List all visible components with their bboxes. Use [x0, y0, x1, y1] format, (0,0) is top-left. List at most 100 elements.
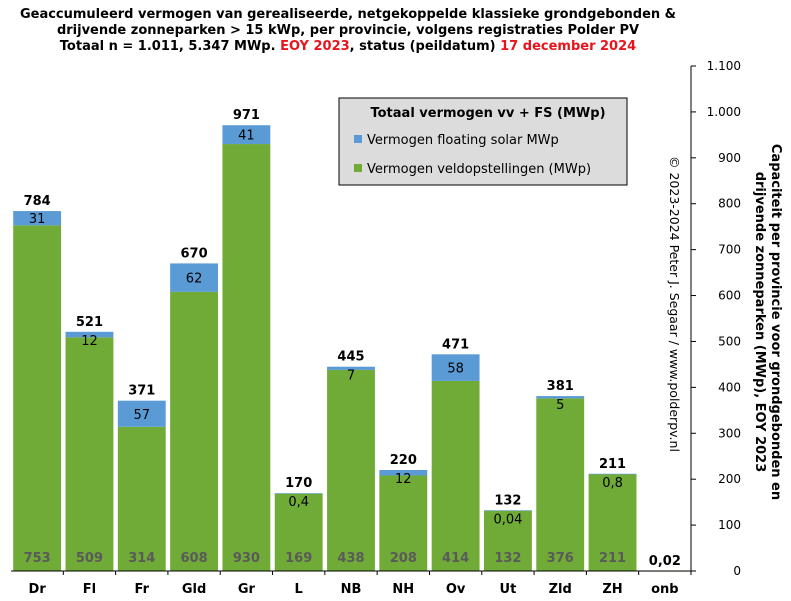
legend: Totaal vermogen vv + FS (MWp) Vermogen f… — [338, 97, 628, 186]
bar-floating-l — [274, 493, 323, 494]
bar-veld-fl — [65, 337, 114, 571]
x-tick-label-zh: ZH — [602, 582, 622, 597]
bar-floating-nh — [379, 470, 428, 476]
x-tick-label-gr: Gr — [238, 582, 256, 597]
label-floating-nb: 7 — [347, 369, 355, 384]
x-tick-label-zld: Zld — [549, 582, 572, 597]
label-veld-gr: 930 — [233, 551, 260, 566]
x-tick-label-fr: Fr — [135, 582, 150, 597]
x-tick-label-ov: Ov — [446, 582, 466, 597]
title-status: , status (peildatum) — [350, 39, 500, 54]
y-tick-label-300: 300 — [718, 426, 741, 440]
bar-veld-gld — [170, 291, 219, 571]
label-veld-zld: 376 — [547, 551, 574, 566]
x-tick-label-ut: Ut — [500, 582, 517, 597]
label-floating-gr: 41 — [238, 129, 255, 144]
x-tick-label-nh: NH — [392, 582, 414, 597]
labels-group: 7533178450912521314573716086267093041971… — [24, 108, 681, 569]
label-veld-ut: 132 — [494, 551, 521, 566]
title-date: 17 december 2024 — [500, 39, 636, 54]
label-floating-fl: 12 — [81, 334, 98, 349]
bar-floating-ut — [483, 510, 532, 511]
copyright-text: © 2023-2024 Peter J. Segaar / www.polder… — [667, 156, 682, 452]
legend-swatch-floating — [354, 135, 362, 143]
chart-title-line-2: drijvende zonneparken > 15 kWp, per prov… — [57, 23, 639, 38]
y-tick-label-500: 500 — [718, 334, 741, 348]
label-total-gld: 670 — [181, 246, 208, 261]
label-floating-ov: 58 — [447, 362, 464, 377]
bar-floating-ov — [431, 354, 480, 381]
bar-floating-zld — [536, 396, 585, 399]
bar-veld-gr — [222, 144, 271, 571]
label-veld-nh: 208 — [390, 551, 417, 566]
bar-veld-fr — [117, 426, 166, 571]
bar-veld-dr — [13, 225, 62, 571]
y-tick-label-400: 400 — [718, 380, 741, 394]
y-tick-label-1100: 1.100 — [707, 59, 741, 73]
label-total-nb: 445 — [337, 350, 364, 365]
label-veld-fl: 509 — [76, 551, 103, 566]
x-tick-label-nb: NB — [341, 582, 362, 597]
label-floating-nh: 12 — [395, 472, 412, 487]
bar-veld-ut — [483, 510, 532, 571]
chart-title-line-3: Totaal n = 1.011, 5.347 MWp. EOY 2023, s… — [60, 39, 636, 54]
x-tick-label-gld: Gld — [182, 582, 206, 597]
label-veld-l: 169 — [285, 551, 312, 566]
title-total: Totaal n = 1.011, 5.347 MWp. — [60, 39, 280, 54]
label-floating-ut: 0,04 — [493, 512, 522, 527]
bar-veld-zld — [536, 398, 585, 571]
label-floating-dr: 31 — [29, 212, 46, 227]
label-total-ov: 471 — [442, 337, 469, 352]
label-floating-fr: 57 — [133, 408, 150, 423]
label-total-dr: 784 — [24, 194, 51, 209]
legend-swatch-veld — [354, 164, 362, 172]
label-total-ut: 132 — [494, 493, 521, 508]
y-tick-label-600: 600 — [718, 289, 741, 303]
label-total-fr: 371 — [128, 384, 155, 399]
bar-veld-zh — [588, 474, 637, 571]
y-tick-label-200: 200 — [718, 472, 741, 486]
label-veld-gld: 608 — [181, 551, 208, 566]
bar-floating-gr — [222, 125, 271, 145]
y-axis-title-line-1: Capaciteit per provincie voor grondgebon… — [768, 144, 783, 500]
bar-floating-dr — [13, 211, 62, 226]
label-total-onb: 0,02 — [649, 554, 681, 569]
label-veld-fr: 314 — [128, 551, 155, 566]
title-eoy: EOY 2023 — [280, 39, 350, 54]
y-axis-title-line-2: drijvende zonneparken (MWp), EOY 2023 — [752, 172, 767, 473]
label-floating-gld: 62 — [186, 272, 203, 287]
legend-title: Totaal vermogen vv + FS (MWp) — [370, 106, 605, 121]
bars-group — [13, 125, 689, 572]
x-tick-label-dr: Dr — [29, 582, 47, 597]
label-veld-ov: 414 — [442, 551, 469, 566]
y-tick-label-0: 0 — [733, 564, 741, 578]
y-tick-label-1000: 1.000 — [707, 105, 741, 119]
y-axis: 0 100 200 300 400 500 600 700 800 900 1.000 1.100 — [691, 59, 741, 578]
legend-box — [338, 97, 628, 186]
y-tick-label-900: 900 — [718, 151, 741, 165]
legend-label-floating: Vermogen floating solar MWp — [367, 133, 559, 148]
label-total-l: 170 — [285, 476, 312, 491]
label-total-zh: 211 — [599, 457, 626, 472]
bar-veld-nh — [379, 475, 428, 571]
y-tick-label-700: 700 — [718, 243, 741, 257]
label-total-nh: 220 — [390, 453, 417, 468]
label-floating-zh: 0,8 — [602, 476, 623, 491]
x-tick-label-fl: Fl — [83, 582, 96, 597]
x-tick-label-onb: onb — [651, 582, 679, 597]
bar-floating-gld — [170, 263, 219, 292]
chart-title-line-1: Geaccumuleerd vermogen van gerealiseerde… — [20, 7, 676, 22]
y-tick-label-100: 100 — [718, 518, 741, 532]
bar-floating-fr — [117, 400, 166, 427]
label-veld-nb: 438 — [337, 551, 364, 566]
bar-veld-nb — [327, 369, 375, 571]
label-veld-dr: 753 — [24, 551, 51, 566]
label-total-gr: 971 — [233, 108, 260, 123]
bar-floating-zh — [588, 473, 637, 475]
x-tick-label-l: L — [295, 582, 303, 597]
label-total-zld: 381 — [547, 379, 574, 394]
y-tick-label-800: 800 — [718, 197, 741, 211]
bar-floating-nb — [327, 366, 375, 370]
legend-label-veld: Vermogen veldopstellingen (MWp) — [367, 162, 591, 177]
